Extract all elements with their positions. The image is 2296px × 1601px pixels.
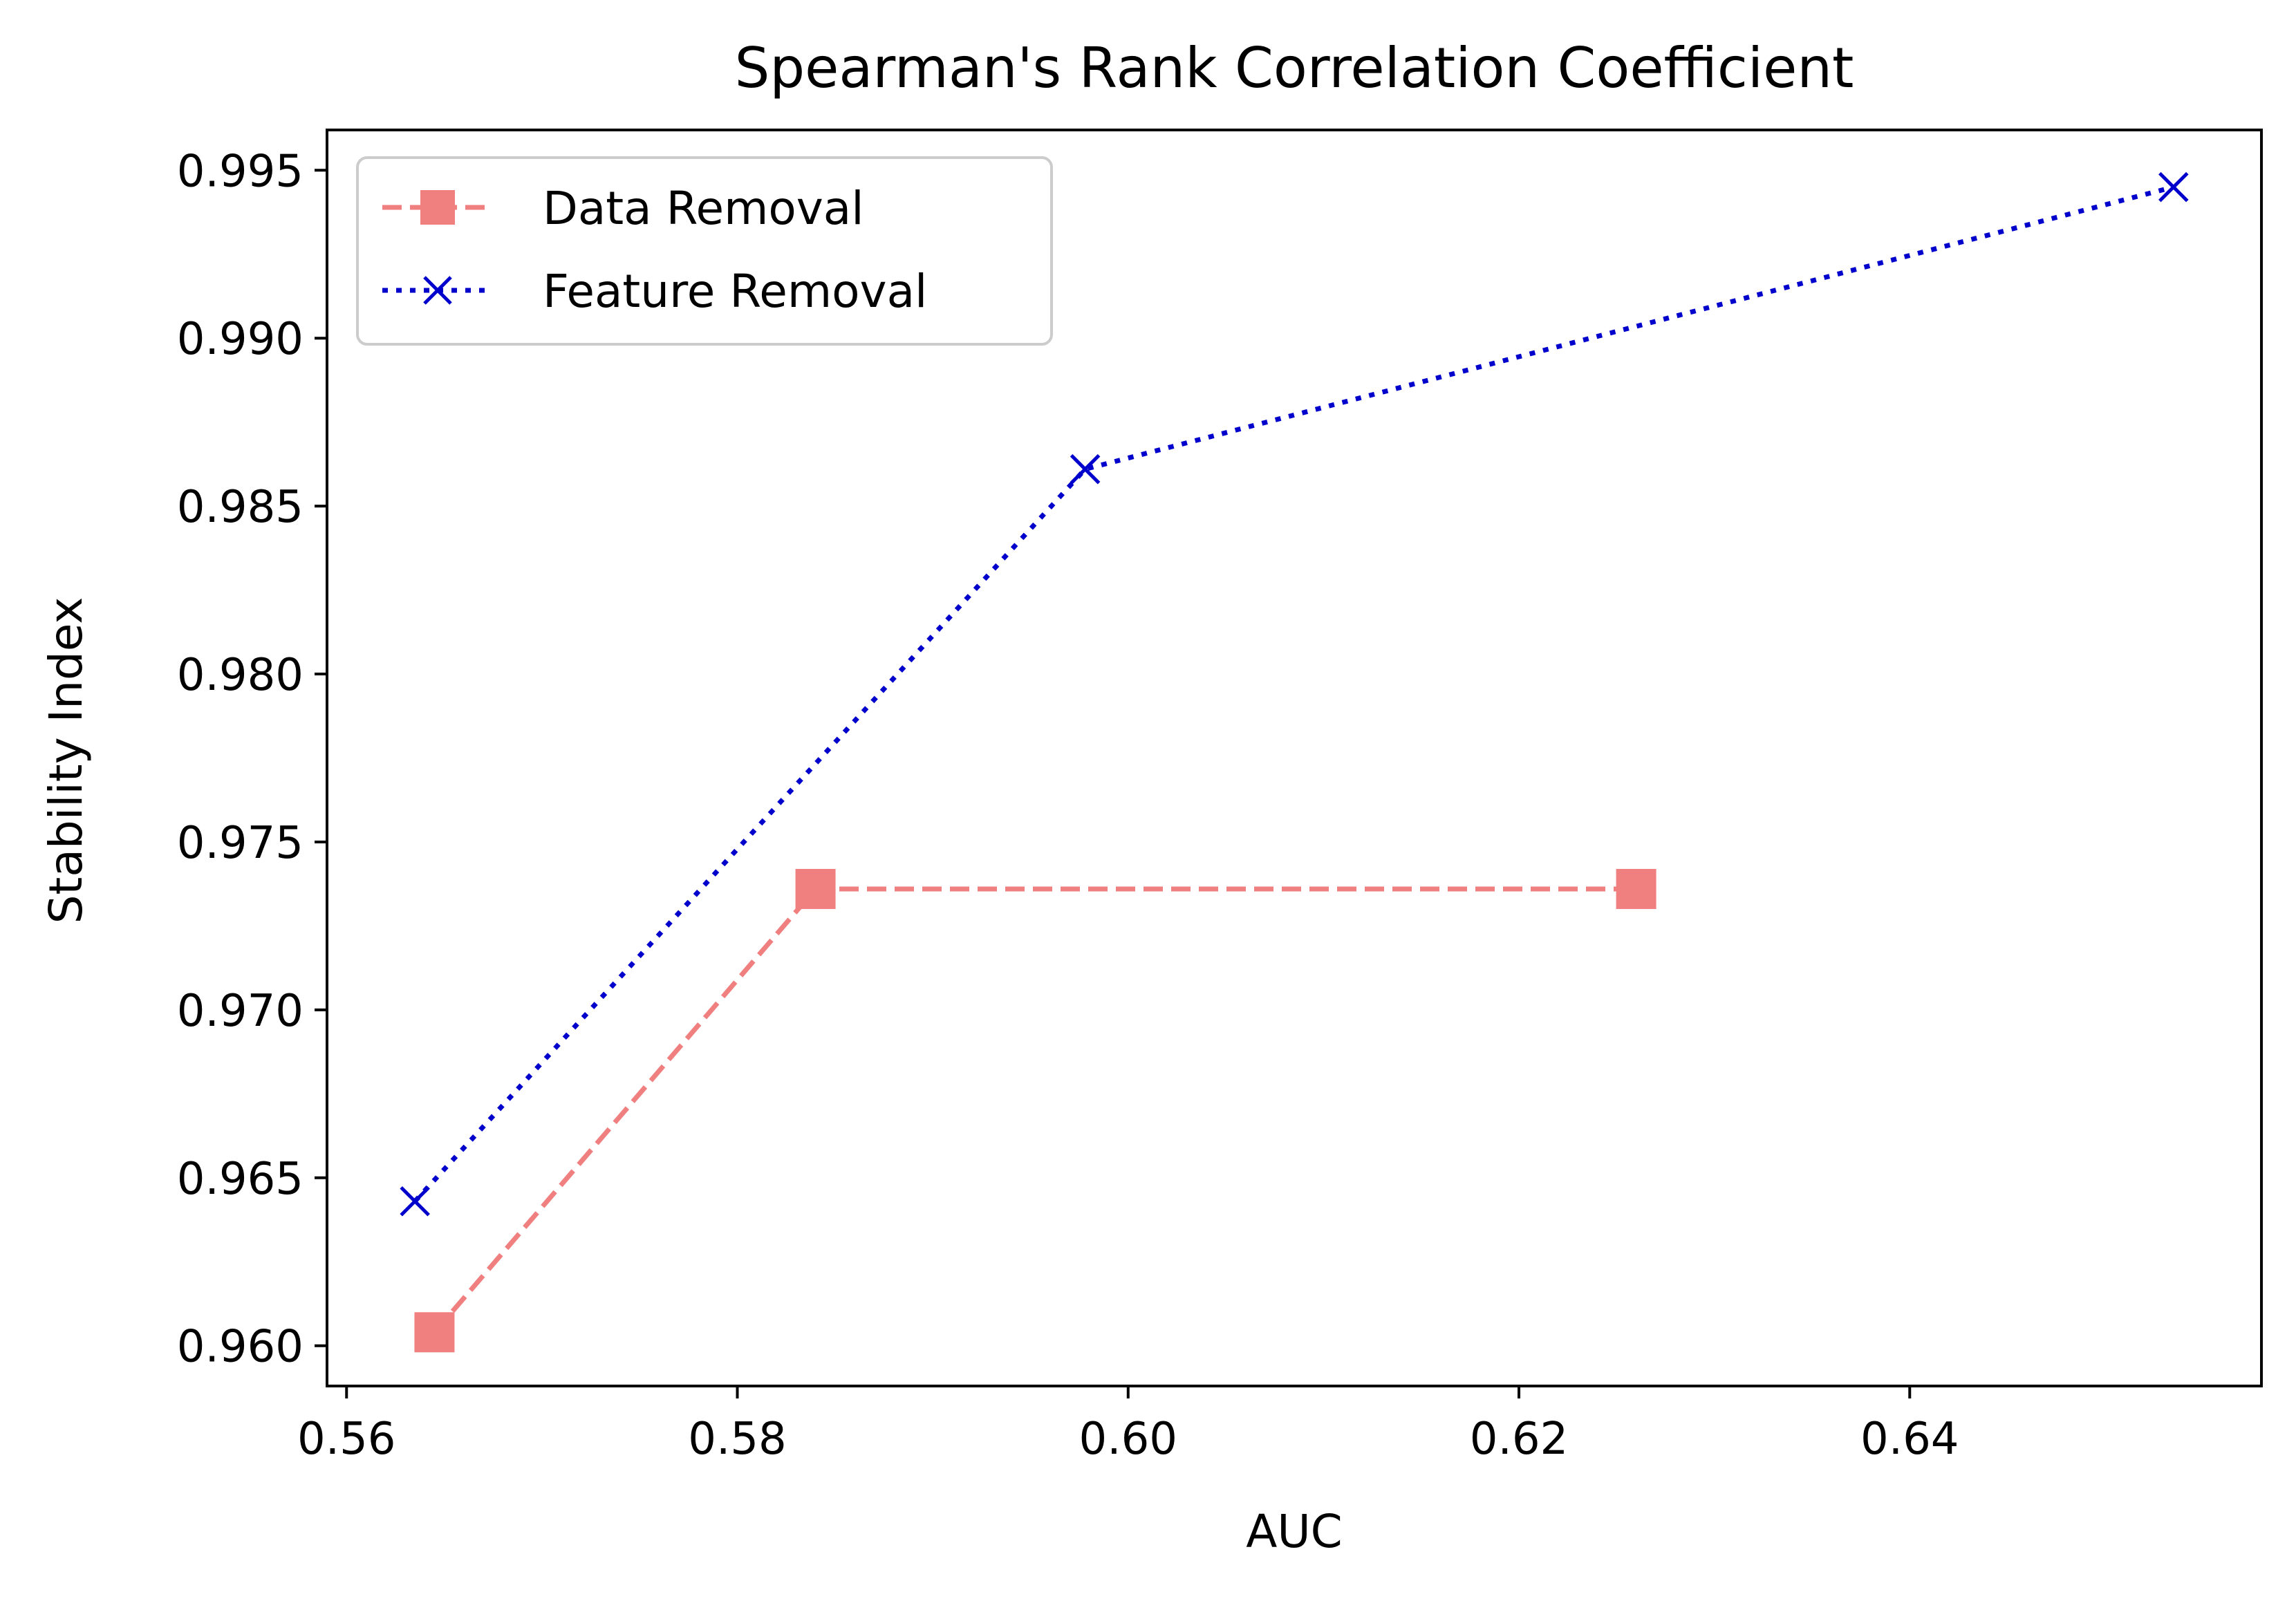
legend-entry-feature-removal: Feature Removal bbox=[382, 265, 927, 318]
x-tick-label: 0.58 bbox=[688, 1414, 787, 1465]
y-tick-label: 0.985 bbox=[177, 482, 304, 533]
x-tick-label: 0.60 bbox=[1079, 1414, 1178, 1465]
data-point-data-removal bbox=[795, 868, 836, 909]
x-tick-label: 0.56 bbox=[297, 1414, 396, 1465]
data-point-data-removal bbox=[1616, 868, 1656, 909]
legend-label-feature-removal: Feature Removal bbox=[543, 265, 927, 318]
legend-marker-data-removal bbox=[420, 190, 455, 225]
y-axis-ticks: 0.960 0.965 0.970 0.975 0.980 0.985 0.990 0.995 bbox=[177, 146, 327, 1373]
y-tick-label: 0.995 bbox=[177, 146, 304, 197]
x-tick-label: 0.62 bbox=[1470, 1414, 1569, 1465]
data-point-feature-removal bbox=[2158, 171, 2189, 203]
legend-marker-feature-removal bbox=[423, 276, 452, 305]
series-data-removal bbox=[414, 868, 1656, 1353]
x-axis-ticks: 0.56 0.58 0.60 0.62 0.64 bbox=[297, 1386, 1959, 1465]
y-tick-label: 0.960 bbox=[177, 1322, 304, 1373]
data-point-feature-removal bbox=[1070, 453, 1101, 485]
legend: Data Removal Feature Removal bbox=[356, 156, 1053, 346]
x-tick-label: 0.64 bbox=[1860, 1414, 1959, 1465]
legend-entry-data-removal: Data Removal bbox=[382, 182, 864, 235]
series-feature-removal bbox=[400, 171, 2189, 1217]
plot-series bbox=[400, 171, 2189, 1353]
legend-box bbox=[356, 156, 1053, 346]
legend-label-data-removal: Data Removal bbox=[543, 182, 864, 235]
y-tick-label: 0.980 bbox=[177, 650, 304, 701]
y-axis-label: Stability Index bbox=[39, 597, 93, 924]
y-tick-label: 0.970 bbox=[177, 986, 304, 1037]
data-point-data-removal bbox=[414, 1312, 455, 1353]
data-point-feature-removal bbox=[400, 1186, 430, 1217]
chart-title: Spearman's Rank Correlation Coefficient bbox=[735, 36, 1854, 100]
plot-area-frame bbox=[326, 129, 2263, 1387]
y-tick-label: 0.990 bbox=[177, 314, 304, 365]
y-tick-label: 0.965 bbox=[177, 1154, 304, 1205]
series-line-data-removal bbox=[432, 886, 1636, 1334]
x-axis-label: AUC bbox=[1246, 1505, 1343, 1558]
y-tick-label: 0.975 bbox=[177, 818, 304, 869]
